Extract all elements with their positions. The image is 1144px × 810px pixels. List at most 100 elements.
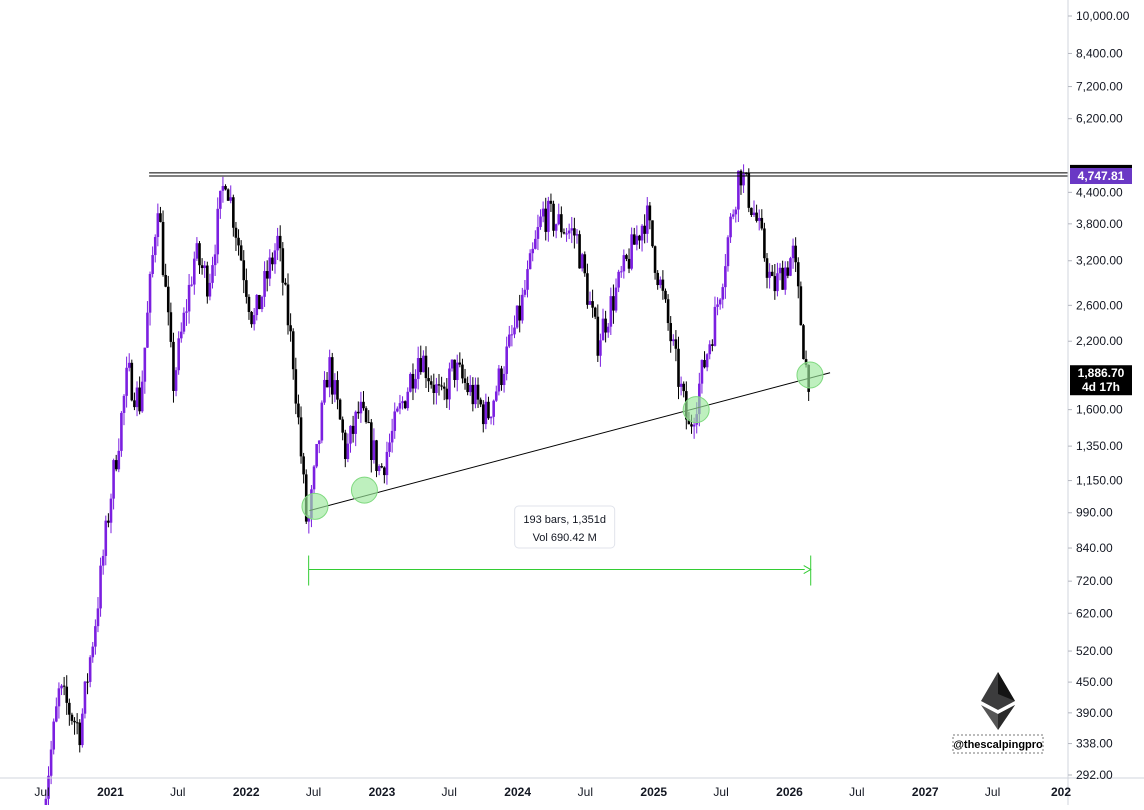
candle-body [88,657,92,682]
y-tick-label: 3,800.00 [1076,217,1123,231]
candle-body [448,368,451,400]
x-tick-label: 2025 [640,785,667,799]
candle-body [651,220,654,247]
candle-body [195,243,199,259]
candle-body [742,172,745,186]
candle-body [281,248,285,283]
candle-body [312,466,316,490]
candle-body [122,395,126,413]
candle-body [65,686,69,703]
candle-body [107,520,110,523]
candle-body [614,287,618,311]
candle-body [664,290,667,300]
candle-body [185,311,188,313]
candle-body [474,384,477,405]
range-arrow-head [803,565,812,574]
x-tick-label: Jul [713,785,728,799]
candle-body [612,296,615,311]
candle-body [133,400,136,408]
x-tick-label: Jul [442,785,457,799]
candle-body [411,373,415,389]
candle-body [554,224,558,231]
candle-body [476,384,480,400]
y-tick-label: 7,200.00 [1076,80,1123,94]
candle-body [68,702,71,715]
candle-body [377,466,381,472]
y-tick-label: 840.00 [1076,541,1113,555]
candle-body [534,238,537,249]
candle-body [234,227,238,238]
candle-body [161,221,165,275]
candle-body [721,287,725,300]
candle-body [575,234,579,236]
candle-body [278,235,282,249]
candle-body [565,233,568,235]
candle-body [776,273,779,292]
y-tick-label: 450.00 [1076,675,1113,689]
candle-body [635,235,639,245]
candle-body [786,267,790,276]
candle-body [192,258,196,285]
candle-body [627,258,631,269]
candle-body [416,358,420,379]
touch-point-marker[interactable] [682,396,710,424]
range-bars-days-text: 193 bars, 1,351d [523,514,606,526]
candle-body [224,186,227,190]
candle-body [429,381,433,385]
touch-point-marker[interactable] [301,492,329,520]
candle-body [669,323,672,342]
candle-body [422,355,425,373]
candle-body [380,466,384,468]
candle-body [333,380,337,395]
candle-body [463,378,467,383]
candle-body [101,555,105,566]
candle-body [739,170,743,186]
candle-body [289,325,292,332]
candle-body [500,368,503,386]
candle-body [78,722,82,746]
y-tick-label: 390.00 [1076,706,1113,720]
candle-body [523,289,527,295]
candle-body [109,498,113,523]
support-trendline[interactable] [309,372,831,512]
candle-body [458,362,462,365]
candle-body [716,304,719,307]
candle-body [437,384,441,386]
candle-body [242,260,246,281]
candle-body [75,722,79,724]
candle-body [643,225,646,234]
candle-body [190,284,193,286]
candle-body [265,271,269,279]
candle-body [94,626,97,647]
candle-body [601,318,605,341]
candle-body [599,340,602,356]
candle-body [755,212,758,221]
candle-body [359,401,363,414]
x-tick-label: 2024 [504,785,531,799]
candle-body [263,271,266,297]
candle-body [120,412,123,451]
candle-body [588,301,592,305]
candle-body [302,456,305,475]
candle-body [52,721,56,750]
y-tick-label: 1,150.00 [1076,474,1123,488]
candle-body [221,186,225,191]
candle-body [747,172,751,208]
candle-body [557,214,561,225]
touch-point-marker[interactable] [350,476,378,504]
candle-body [510,334,514,336]
candle-body [687,419,691,425]
candle-body [323,379,326,403]
y-tick-label: 338.00 [1076,737,1113,751]
current-price-badge-text: 1,886.70 [1078,366,1125,380]
touch-point-marker[interactable] [796,361,824,389]
candle-body [677,348,680,387]
candle-body [166,286,170,313]
candle-body [127,362,131,368]
candle-body [286,284,290,326]
candle-body [315,443,318,467]
y-tick-label: 6,200.00 [1076,112,1123,126]
candle-body [245,280,248,297]
candle-body [200,265,204,269]
